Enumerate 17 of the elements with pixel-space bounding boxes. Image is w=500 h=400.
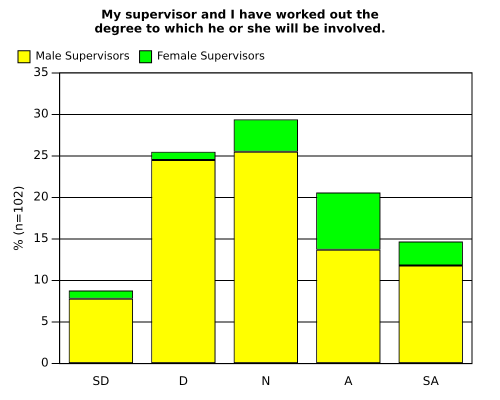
- y-tick-label: 5: [41, 314, 49, 328]
- y-tick-label: 30: [33, 106, 49, 120]
- x-tick-label: A: [344, 374, 354, 388]
- legend-label: Male Supervisors: [36, 50, 130, 63]
- x-tick-label: N: [261, 374, 270, 388]
- y-tick-label: 0: [41, 356, 49, 370]
- y-tick-label: 15: [33, 231, 49, 246]
- y-tick-label: 20: [33, 190, 49, 204]
- y-tick-label: 25: [33, 148, 49, 162]
- legend-label: Female Supervisors: [157, 50, 266, 63]
- x-tick-label: SA: [422, 374, 440, 388]
- y-tick-label: 35: [33, 64, 49, 79]
- y-tick-label: 10: [33, 272, 49, 287]
- x-tick-label: D: [178, 374, 188, 388]
- x-tick-label: SD: [92, 374, 110, 388]
- y-axis-title: % (n=102): [11, 186, 26, 251]
- chart-title: My supervisor and I have worked out the degree to which he or she will be involved.: [94, 7, 386, 36]
